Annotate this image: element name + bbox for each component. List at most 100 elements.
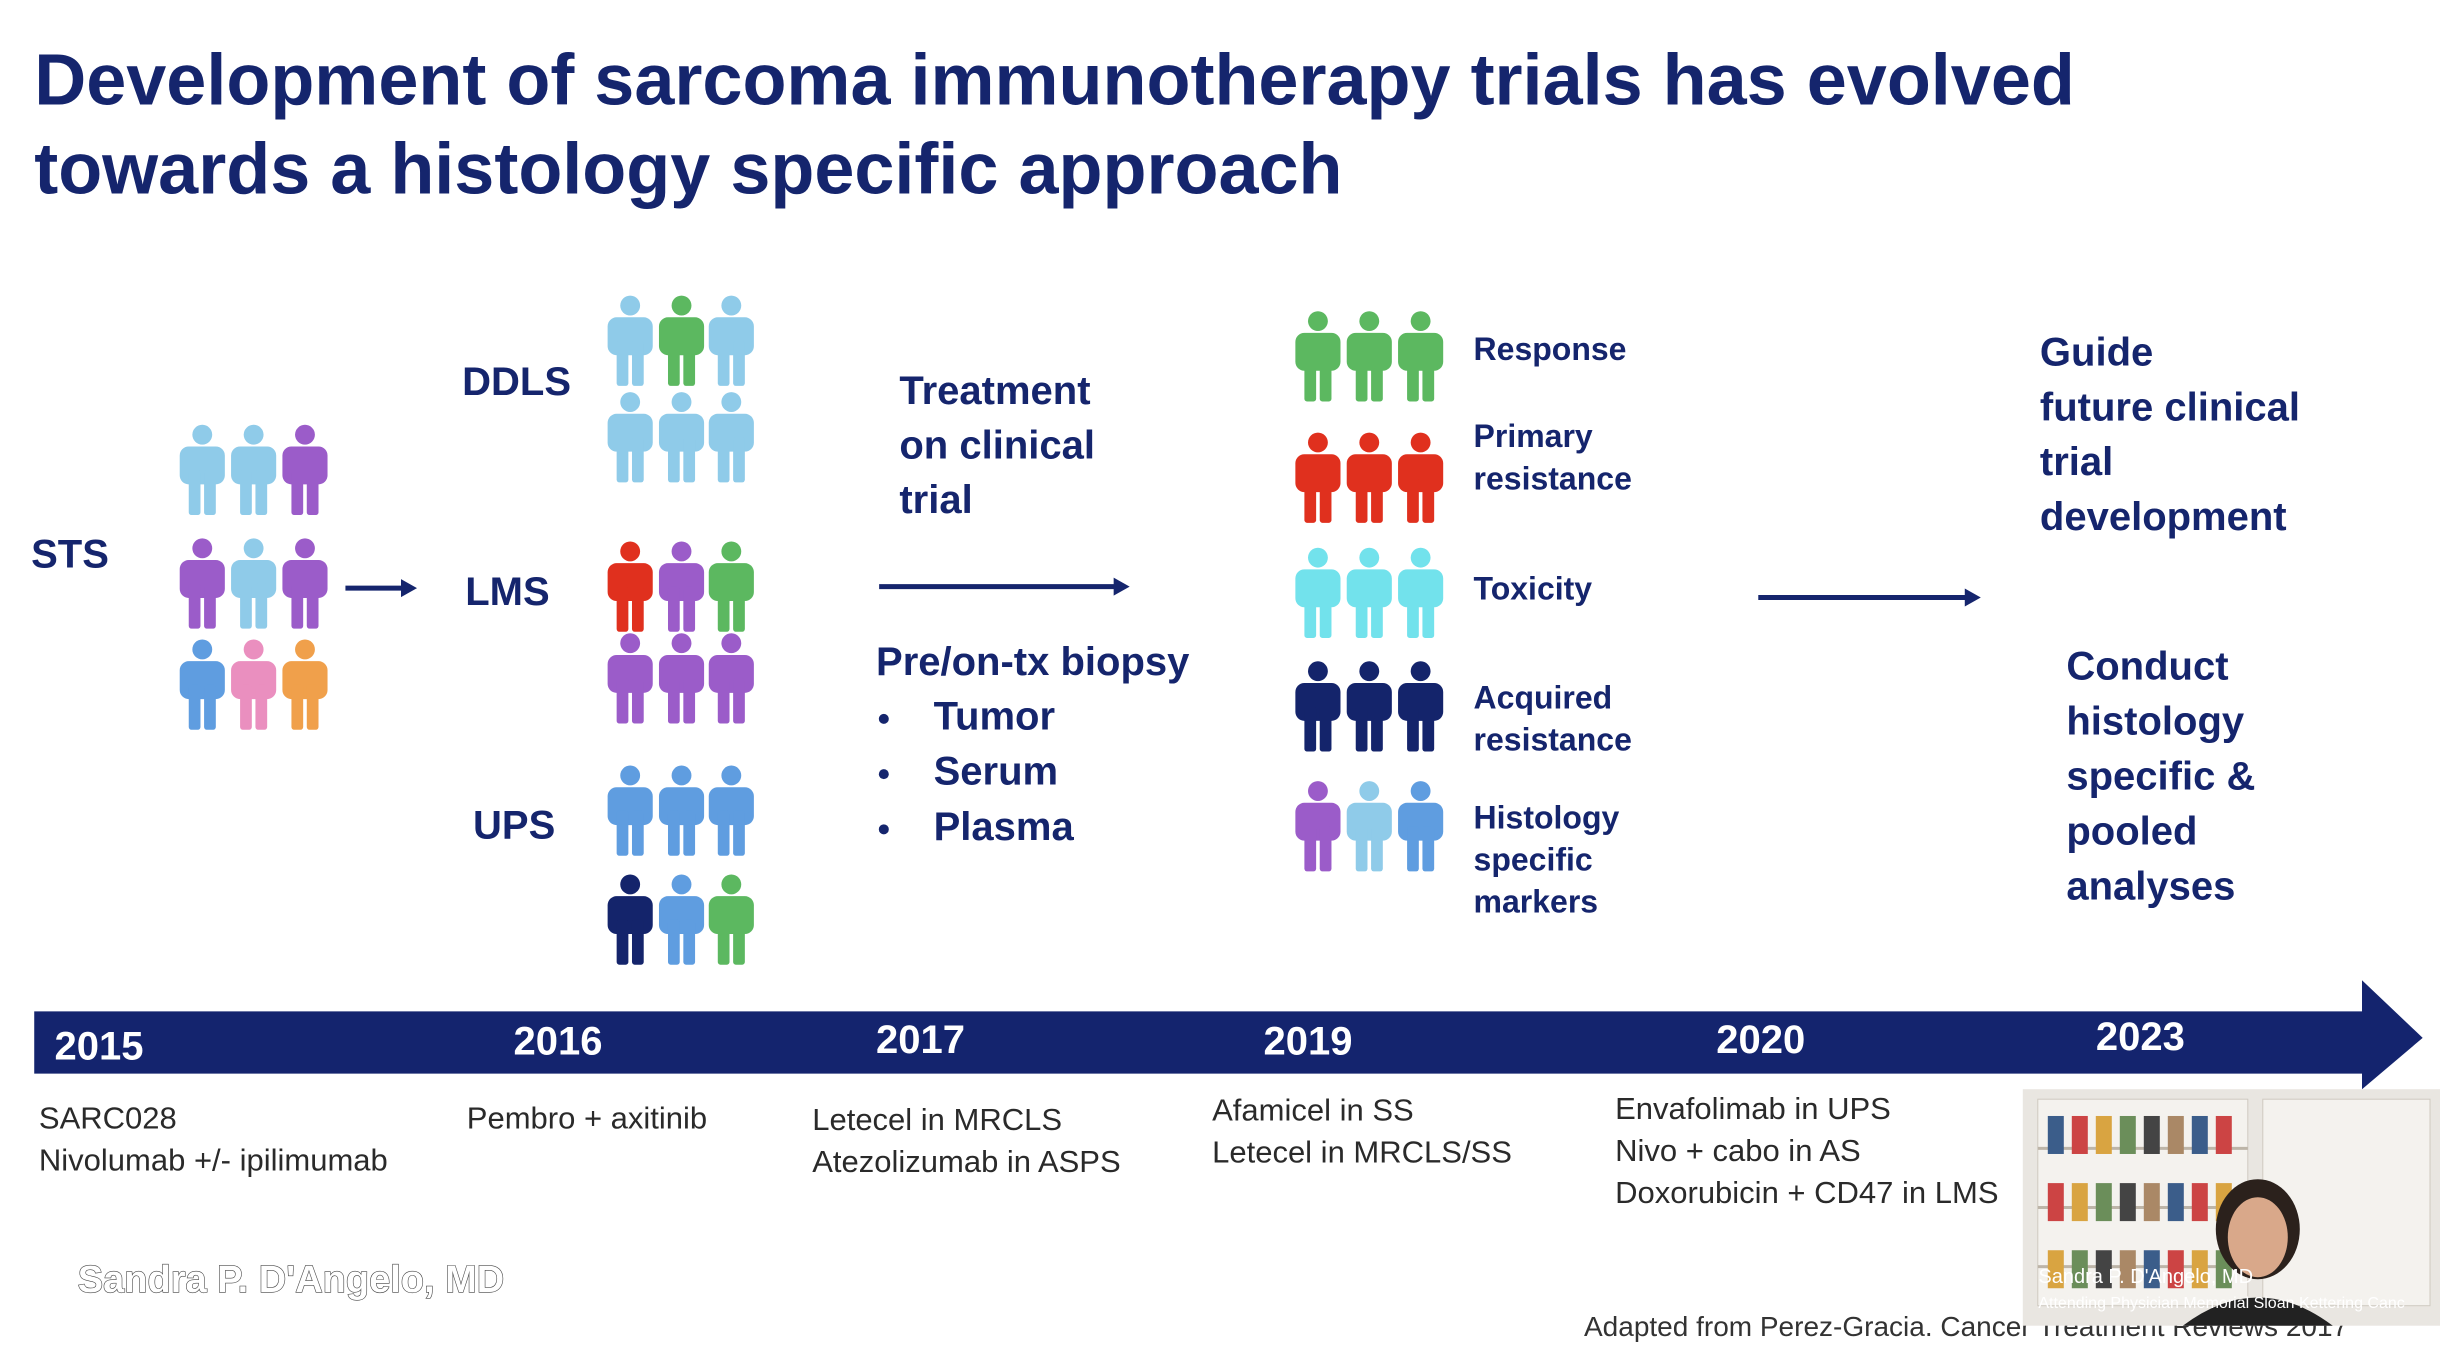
person-icon: [282, 424, 328, 516]
person-body: [1346, 682, 1392, 721]
trial-label: Pembro + axitinib: [467, 1101, 707, 1136]
person-head: [620, 874, 641, 895]
person-leg: [1371, 356, 1383, 402]
book: [2119, 1115, 2136, 1154]
person-body: [1295, 454, 1341, 493]
person-head: [671, 295, 692, 316]
book: [2215, 1115, 2232, 1154]
arrow-head: [1964, 588, 1981, 607]
person-leg: [616, 340, 629, 386]
timeline-year: 2020: [1716, 1018, 1805, 1062]
title-line: towards a histology specific approach: [34, 129, 1342, 209]
person-body: [607, 563, 653, 602]
person-head: [620, 392, 641, 412]
person-leg: [240, 583, 252, 629]
person-icon: [658, 392, 705, 483]
trial-label: SARC028: [39, 1101, 177, 1136]
outcome-label: Acquired: [1474, 680, 1613, 716]
person-leg: [1355, 592, 1368, 638]
person-leg: [667, 810, 680, 856]
person-head: [671, 541, 692, 562]
person-icon: [231, 639, 277, 730]
person-body: [1346, 332, 1392, 371]
person-icon: [1346, 661, 1392, 752]
person-body: [1295, 802, 1341, 841]
person-leg: [733, 586, 745, 632]
person-icon: [179, 538, 225, 629]
person-head: [295, 424, 315, 445]
person-leg: [188, 684, 201, 730]
book: [2143, 1115, 2160, 1154]
person-leg: [616, 678, 629, 724]
person-head: [1410, 547, 1431, 568]
person-leg: [1371, 477, 1383, 523]
goal-line: specific &: [2066, 754, 2255, 798]
person-head: [1308, 311, 1328, 332]
person-leg: [717, 919, 730, 965]
person-leg: [255, 684, 268, 730]
person-leg: [733, 340, 745, 386]
trial-label: Letecel in MRCLS: [812, 1102, 1062, 1137]
trial-label: Doxorubicin + CD47 in LMS: [1615, 1175, 1998, 1210]
person-leg: [667, 340, 680, 386]
person-icon: [607, 633, 653, 724]
book: [2191, 1115, 2208, 1154]
person-head: [620, 633, 641, 654]
trial-label: Nivolumab +/- ipilimumab: [39, 1143, 388, 1178]
book: [2071, 1115, 2088, 1154]
person-head: [721, 874, 742, 895]
person-icon: [607, 765, 653, 856]
person-leg: [1371, 826, 1383, 872]
outcome-label: Response: [1474, 331, 1627, 367]
trial-label: Nivo + cabo in AS: [1615, 1133, 1861, 1168]
book: [2047, 1250, 2064, 1289]
person-head: [1308, 432, 1328, 453]
treatment-line: Treatment: [899, 369, 1090, 413]
person-head: [1410, 661, 1431, 682]
person-leg: [1304, 356, 1317, 402]
person-leg: [717, 810, 730, 856]
person-leg: [1422, 592, 1435, 638]
person-leg: [1304, 592, 1317, 638]
person-head: [192, 424, 213, 445]
person-head: [1359, 311, 1380, 332]
person-head: [1359, 661, 1380, 682]
person-icon: [1398, 432, 1444, 523]
person-leg: [1407, 592, 1419, 638]
timeline-year: 2015: [54, 1024, 143, 1068]
timeline-year: 2023: [2096, 1015, 2185, 1059]
trial-label: Atezolizumab in ASPS: [812, 1144, 1120, 1179]
person-leg: [631, 340, 644, 386]
person-leg: [683, 678, 696, 724]
person-body: [607, 317, 653, 356]
person-body: [658, 413, 705, 452]
person-leg: [616, 919, 629, 965]
person-icon: [1398, 311, 1444, 402]
book: [2119, 1250, 2136, 1289]
person-leg: [717, 586, 730, 632]
person-leg: [631, 810, 644, 856]
goal-line: trial: [2040, 440, 2113, 484]
person-leg: [1422, 477, 1435, 523]
trial-label: Afamicel in SS: [1212, 1093, 1414, 1128]
presenter-name: Sandra P. D'Angelo, MD: [78, 1259, 504, 1301]
person-leg: [204, 684, 216, 730]
person-head: [721, 633, 742, 654]
person-leg: [306, 684, 319, 730]
book: [2167, 1115, 2184, 1154]
person-head: [671, 765, 692, 786]
person-leg: [291, 684, 304, 730]
person-leg: [683, 919, 696, 965]
person-icon: [231, 424, 277, 516]
person-leg: [1319, 706, 1332, 752]
video-thumbnail: Sandra P. D'Angelo, MD Attending Physicia…: [2022, 1089, 2440, 1326]
person-leg: [188, 469, 201, 516]
person-head: [1308, 781, 1328, 801]
person-leg: [204, 469, 216, 516]
timeline-year: 2016: [513, 1020, 602, 1064]
person-icon: [282, 639, 328, 730]
person-head: [1359, 547, 1380, 568]
person-leg: [667, 437, 680, 483]
person-face: [2227, 1197, 2288, 1278]
